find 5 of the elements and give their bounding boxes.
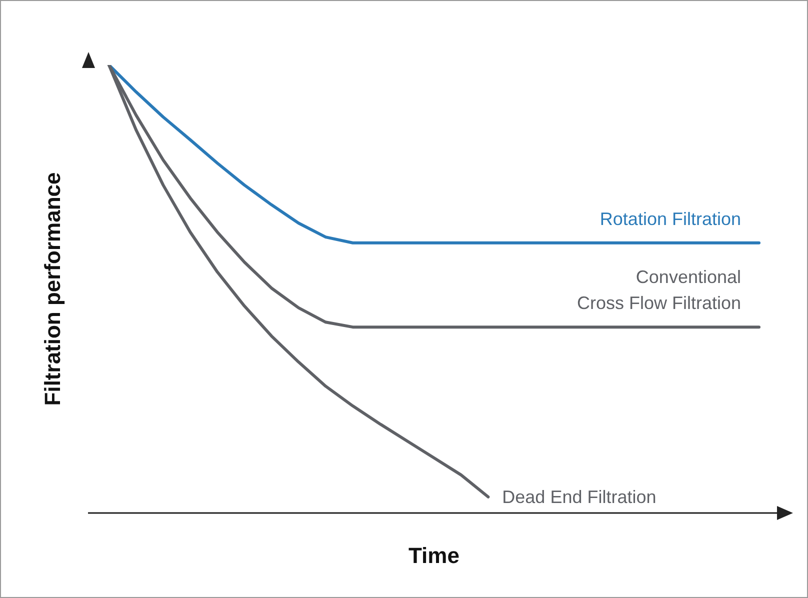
x-axis-title: Time [408, 543, 460, 568]
series-label: Dead End Filtration [502, 486, 656, 507]
series-label: Rotation Filtration [600, 208, 741, 229]
y-axis-title: Filtration performance [40, 172, 65, 406]
series-label: Conventional Cross Flow Filtration [576, 267, 741, 314]
